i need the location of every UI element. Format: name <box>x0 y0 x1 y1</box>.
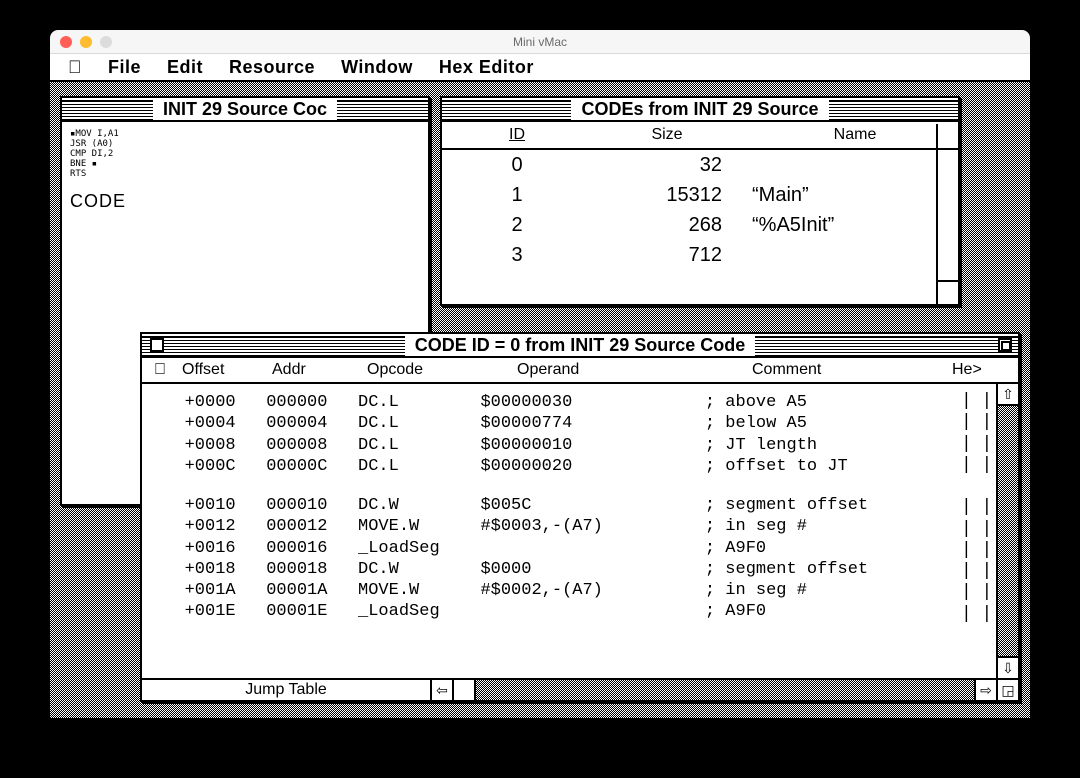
resource-type-label[interactable]: CODE <box>70 191 420 212</box>
disasm-line[interactable]: +001A 00001A MOVE.W #$0002,-(A7) ; in se… <box>154 580 996 601</box>
horizontal-scrollbar[interactable]: Jump Table ⇦ ⇨ ◲ <box>142 678 1018 700</box>
table-row[interactable]: 032 <box>442 150 958 180</box>
col-opcode[interactable]: Opcode <box>367 361 517 379</box>
host-window: Mini vMac  File Edit Resource Window He… <box>50 30 1030 718</box>
menu-hexeditor[interactable]: Hex Editor <box>439 57 534 78</box>
col-operand[interactable]: Operand <box>517 361 752 379</box>
asm-line: BNE ▪ <box>70 160 420 170</box>
asm-line: CMP DI,2 <box>70 150 420 160</box>
menu-resource[interactable]: Resource <box>229 57 315 78</box>
column-headers: ID Size Name <box>442 122 958 150</box>
cell-size: 268 <box>592 214 742 237</box>
rows: 032115312“Main”2268“%A5Init”3712 <box>442 150 958 270</box>
window-disassembly[interactable]: CODE ID = 0 from INIT 29 Source Code  O… <box>140 332 1020 702</box>
asm-line: RTS <box>70 170 420 180</box>
scroll-left-icon[interactable]: ⇦ <box>432 680 454 700</box>
disasm-line[interactable]: +0004 000004 DC.L $00000774 ; below A5 <box>154 413 996 434</box>
listing[interactable]: +0000 000000 DC.L $00000030 ; above A5 +… <box>142 386 996 676</box>
cell-name: “%A5Init” <box>742 214 958 237</box>
menu-window[interactable]: Window <box>341 57 413 78</box>
col-size[interactable]: Size <box>592 126 742 144</box>
scroll-right-icon[interactable]: ⇨ <box>974 680 996 700</box>
column-headers:  Offset Addr Opcode Operand Comment He> <box>142 358 1018 384</box>
col-comment[interactable]: Comment <box>752 361 952 379</box>
col-addr[interactable]: Addr <box>272 361 367 379</box>
close-box[interactable] <box>150 338 164 352</box>
menu-file[interactable]: File <box>108 57 141 78</box>
table-row[interactable]: 115312“Main” <box>442 180 958 210</box>
window-title: CODE ID = 0 from INIT 29 Source Code <box>405 335 756 356</box>
titlebar[interactable]: CODE ID = 0 from INIT 29 Source Code <box>142 334 1018 358</box>
disasm-line[interactable]: +0000 000000 DC.L $00000030 ; above A5 <box>154 392 996 413</box>
disasm-line[interactable]: +0018 000018 DC.W $0000 ; segment offset <box>154 559 996 580</box>
scroll-track[interactable] <box>998 406 1018 656</box>
cell-id: 3 <box>442 244 592 267</box>
menubar[interactable]:  File Edit Resource Window Hex Editor <box>50 54 1030 82</box>
scroll-up-icon[interactable]: ⇧ <box>998 384 1018 406</box>
scroll-down-icon[interactable]: ⇩ <box>998 656 1018 678</box>
col-name[interactable]: Name <box>742 126 958 144</box>
host-titlebar[interactable]: Mini vMac <box>50 30 1030 54</box>
status-text: Jump Table <box>142 680 432 700</box>
vertical-scrollbar[interactable]: ⇧ ⇩ <box>996 384 1018 678</box>
disasm-line[interactable]: +001E 00001E _LoadSeg ; A9F0 <box>154 601 996 622</box>
cell-size: 712 <box>592 244 742 267</box>
cell-size: 32 <box>592 154 742 177</box>
disasm-line[interactable]: +0008 000008 DC.L $00000010 ; JT length <box>154 435 996 456</box>
window-title: CODEs from INIT 29 Source <box>571 99 828 120</box>
grow-box-icon[interactable]: ◲ <box>996 680 1018 700</box>
disasm-line[interactable]: +000C 00000C DC.L $00000020 ; offset to … <box>154 456 996 477</box>
listing-markers: | | | | | | | | | | | | | | | | | | | | <box>961 390 992 676</box>
col-hex[interactable]: He> <box>952 361 1018 379</box>
scroll-track[interactable] <box>476 680 974 700</box>
host-title: Mini vMac <box>50 35 1030 49</box>
apple-menu-icon[interactable]:  <box>68 57 82 78</box>
titlebar[interactable]: INIT 29 Source Coc <box>62 98 428 122</box>
col-id[interactable]: ID <box>442 126 592 144</box>
vertical-scrollbar[interactable] <box>936 124 958 304</box>
cell-id: 0 <box>442 154 592 177</box>
emulated-screen:  File Edit Resource Window Hex Editor I… <box>50 54 1030 718</box>
table-row[interactable]: 3712 <box>442 240 958 270</box>
disasm-line[interactable]: +0016 000016 _LoadSeg ; A9F0 <box>154 538 996 559</box>
cell-id: 2 <box>442 214 592 237</box>
asm-icon-text: ▪MOV I,A1 JSR (A0) CMP DI,2 BNE ▪ RTS <box>70 130 420 179</box>
col-offset[interactable]: Offset <box>182 361 272 379</box>
asm-line: ▪MOV I,A1 <box>70 130 420 140</box>
zoom-box[interactable] <box>998 338 1012 352</box>
scroll-thumb[interactable] <box>454 680 476 700</box>
disasm-line[interactable]: +0010 000010 DC.W $005C ; segment offset <box>154 495 996 516</box>
cell-name: “Main” <box>742 184 958 207</box>
cell-id: 1 <box>442 184 592 207</box>
window-codes[interactable]: CODEs from INIT 29 Source ID Size Name 0… <box>440 96 960 306</box>
window-body: ▪MOV I,A1 JSR (A0) CMP DI,2 BNE ▪ RTS CO… <box>62 122 428 220</box>
disasm-line[interactable]: +0012 000012 MOVE.W #$0003,-(A7) ; in se… <box>154 516 996 537</box>
apple-icon[interactable]:  <box>154 361 182 379</box>
desktop[interactable]: INIT 29 Source Coc ▪MOV I,A1 JSR (A0) CM… <box>50 82 1030 718</box>
table-row[interactable]: 2268“%A5Init” <box>442 210 958 240</box>
menu-edit[interactable]: Edit <box>167 57 203 78</box>
titlebar[interactable]: CODEs from INIT 29 Source <box>442 98 958 122</box>
cell-size: 15312 <box>592 184 742 207</box>
window-title: INIT 29 Source Coc <box>153 99 337 120</box>
asm-line: JSR (A0) <box>70 140 420 150</box>
